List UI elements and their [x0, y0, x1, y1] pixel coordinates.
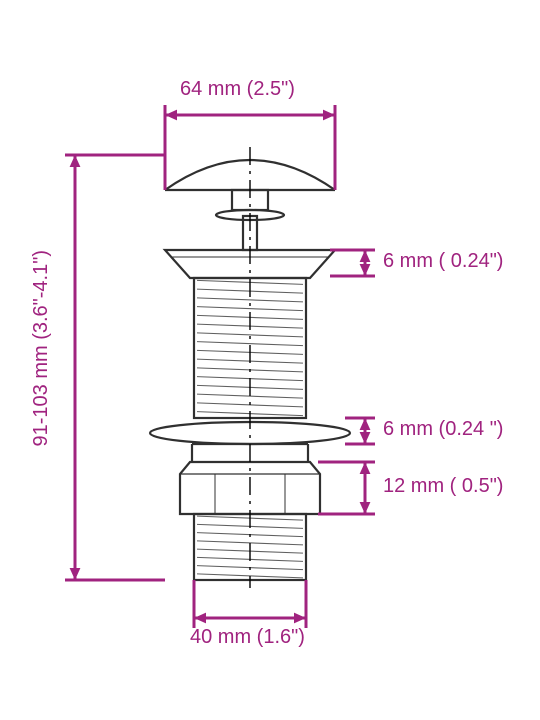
diagram-canvas: 64 mm (2.5") 40 mm (1.6") 91-103 mm (3.6… [0, 0, 540, 720]
dim-label-flange-top: 6 mm ( 0.24") [383, 250, 503, 273]
diagram-svg [0, 0, 540, 720]
dim-label-height: 91-103 mm (3.6"-4.1") [30, 250, 53, 447]
dim-label-nut: 12 mm ( 0.5") [383, 475, 503, 498]
dim-label-bottom-width: 40 mm (1.6") [190, 626, 305, 649]
dim-label-top-width: 64 mm (2.5") [180, 78, 295, 101]
dim-label-flange-mid: 6 mm (0.24 ") [383, 418, 503, 441]
